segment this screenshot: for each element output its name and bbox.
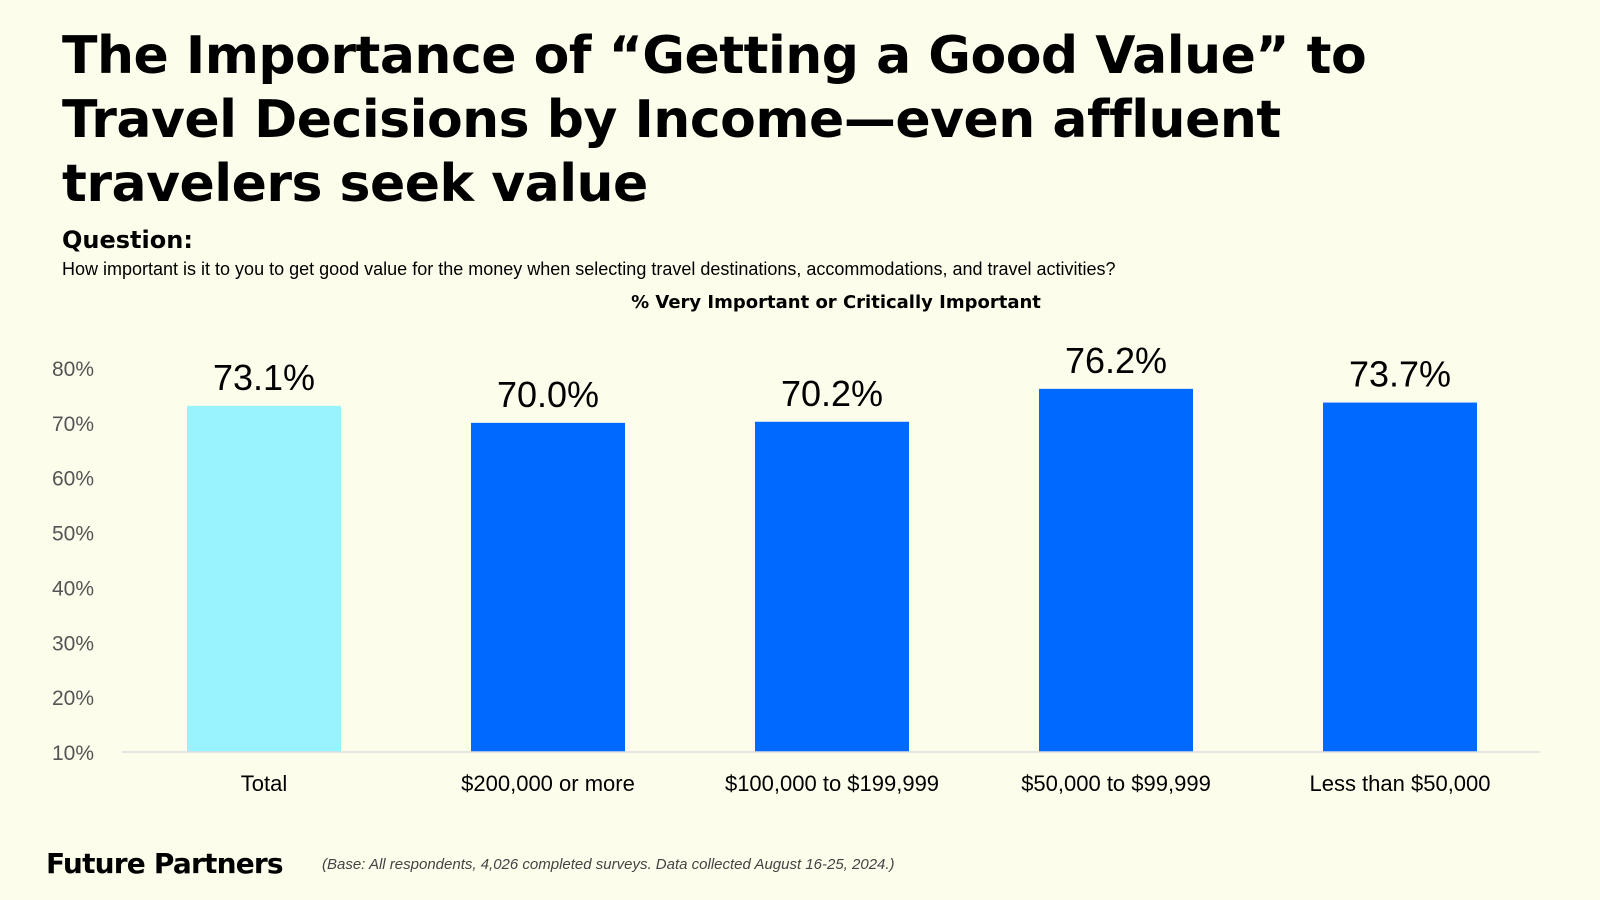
y-tick-label: 50% — [52, 523, 94, 546]
x-tick-label: $50,000 to $99,999 — [1021, 771, 1211, 796]
x-tick-label: Total — [241, 771, 287, 796]
x-tick-label: $200,000 or more — [461, 771, 635, 796]
x-tick-label: $100,000 to $199,999 — [725, 771, 939, 796]
bar-chart: % Very Important or Critically Important… — [52, 292, 1540, 796]
y-tick-label: 30% — [52, 632, 94, 655]
question-text: How important is it to you to get good v… — [62, 259, 1116, 279]
data-label: 73.7% — [1349, 354, 1451, 395]
bar — [1039, 388, 1193, 752]
base-note: (Base: All respondents, 4,026 completed … — [322, 856, 895, 873]
data-label: 70.2% — [781, 373, 883, 414]
bar — [471, 422, 625, 752]
question-label: Question: — [62, 226, 193, 254]
y-tick-label: 60% — [52, 468, 94, 491]
y-tick-label: 10% — [52, 742, 94, 765]
data-label: 70.0% — [497, 374, 599, 415]
y-tick-label: 80% — [52, 358, 94, 381]
chart-subtitle: % Very Important or Critically Important — [631, 292, 1041, 313]
y-tick-label: 20% — [52, 687, 94, 710]
bar — [755, 421, 909, 752]
chart-title: The Importance of “Getting a Good Value”… — [62, 26, 1367, 214]
bar — [1323, 402, 1477, 752]
y-tick-label: 70% — [52, 413, 94, 436]
bar — [187, 405, 341, 752]
data-label: 73.1% — [213, 357, 315, 398]
future-partners-logo: Future Partners — [46, 847, 284, 880]
y-tick-label: 40% — [52, 577, 94, 600]
data-label: 76.2% — [1065, 340, 1167, 381]
x-tick-label: Less than $50,000 — [1309, 771, 1490, 796]
